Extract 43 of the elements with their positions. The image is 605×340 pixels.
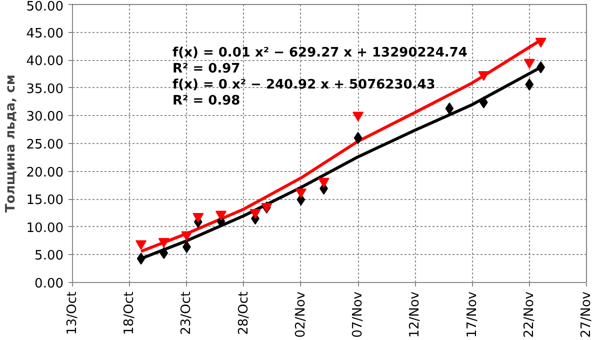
y-tick-label: 20.00 xyxy=(26,165,64,180)
point xyxy=(160,247,168,260)
annotation: f(x) = 0.01 x² − 629.27 x + 13290224.74 xyxy=(172,46,468,60)
point xyxy=(524,58,535,69)
y-tick-label: 10.00 xyxy=(26,220,64,236)
annotation: R² = 0.97 xyxy=(172,62,240,76)
point xyxy=(192,212,204,223)
x-tick-label: 02/Nov xyxy=(293,291,308,338)
point xyxy=(158,238,170,248)
y-tick-label: 50.00 xyxy=(26,0,64,14)
point xyxy=(250,209,261,219)
point xyxy=(535,38,546,48)
point xyxy=(525,78,534,91)
y-tick-label: 35.00 xyxy=(26,82,64,97)
y-tick-label: 40.00 xyxy=(26,54,64,70)
x-tick-label: 28/Oct xyxy=(236,291,252,335)
point xyxy=(215,210,226,220)
y-tick-label: 30.00 xyxy=(26,110,64,125)
x-tick-label: 17/Nov xyxy=(464,291,480,338)
y-tick-label: 5.00 xyxy=(34,248,64,264)
y-axis-title: Толщина льда, см xyxy=(3,74,18,212)
point xyxy=(318,178,330,188)
x-tick-label: 22/Nov xyxy=(522,291,537,338)
point xyxy=(136,240,147,250)
point xyxy=(136,252,146,265)
y-tick-label: 25.00 xyxy=(26,138,64,152)
x-tick-label: 13/Oct xyxy=(65,291,80,335)
y-tick-label: 15.00 xyxy=(26,193,64,208)
x-tick-label: 07/Nov xyxy=(350,291,366,338)
annotation: R² = 0.98 xyxy=(172,94,240,108)
y-tick-label: 45.00 xyxy=(26,26,64,42)
point xyxy=(352,112,364,122)
annotation: f(x) = 0 x² − 240.92 x + 5076230.43 xyxy=(172,78,436,92)
point xyxy=(181,231,192,241)
point xyxy=(295,188,306,198)
x-tick-label: 27/Nov xyxy=(579,291,594,338)
point xyxy=(354,132,362,144)
y-tick-label: 0.00 xyxy=(34,276,64,292)
x-tick-label: 18/Oct xyxy=(122,291,138,335)
point xyxy=(478,71,490,81)
point xyxy=(445,102,454,114)
x-tick-label: 23/Oct xyxy=(179,291,194,335)
x-tick-label: 12/Nov xyxy=(408,291,423,338)
